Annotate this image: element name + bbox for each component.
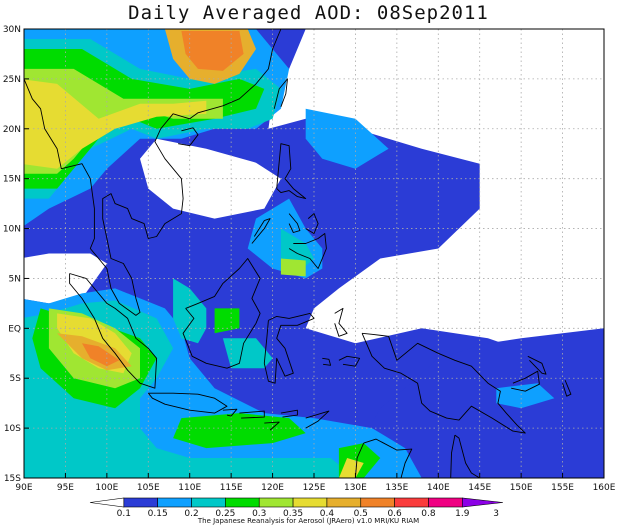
- colorbar-label: 0.4: [320, 509, 335, 519]
- colorbar-label: 0.35: [283, 509, 303, 519]
- lat-tick-label: 25N: [3, 75, 21, 85]
- credit-text: The Japanese Reanalysis for Aerosol (JRA…: [197, 517, 420, 525]
- coastline: [305, 213, 319, 234]
- colorbar-swatch: [258, 497, 294, 508]
- aod-contour-0.6: [181, 31, 244, 71]
- colorbar-swatch: [292, 497, 328, 508]
- colorbar-label: 0.5: [354, 509, 368, 519]
- colorbar-label: 0.8: [421, 509, 436, 519]
- coastline: [305, 410, 330, 429]
- coastline: [280, 409, 298, 418]
- aod-contour-0.3: [214, 308, 240, 334]
- lon-tick-label: 120E: [261, 483, 284, 493]
- lon-tick-label: 145E: [468, 483, 491, 493]
- coastline: [338, 355, 361, 367]
- lat-tick-label: 10N: [3, 225, 21, 235]
- coastline: [322, 357, 332, 366]
- colorbar-label: 0.25: [215, 509, 235, 519]
- aod-contour-0.25: [222, 338, 273, 369]
- lon-tick-label: 140E: [427, 483, 450, 493]
- aod-contour-0.1: [140, 138, 281, 219]
- aod-contour-fields: [24, 29, 604, 478]
- lon-tick-label: 100E: [95, 483, 118, 493]
- coastline: [334, 307, 348, 337]
- coastline: [288, 233, 327, 269]
- lon-tick-label: 110E: [178, 483, 201, 493]
- lon-tick-label: 90E: [15, 483, 32, 493]
- coastline: [288, 213, 301, 233]
- colorbar-label: 1.9: [455, 509, 470, 519]
- colorbar-label: 0.15: [148, 509, 168, 519]
- aod-contour-0.1: [268, 29, 604, 359]
- colorbar-swatch: [157, 497, 192, 508]
- colorbar-label: 0.3: [252, 509, 266, 519]
- colorbar-label: 0.2: [184, 509, 198, 519]
- lat-tick-label: 20N: [3, 125, 21, 135]
- lat-tick-label: 15N: [3, 175, 21, 185]
- coastline: [354, 438, 413, 478]
- colorbar-end-low: [89, 497, 125, 508]
- lat-tick-label: 5S: [10, 374, 22, 384]
- aod-contour-0.4: [338, 458, 364, 478]
- coastline: [562, 380, 572, 397]
- lat-tick-label: 30N: [3, 25, 21, 35]
- lon-tick-label: 160E: [593, 483, 616, 493]
- colorbar-end-high: [462, 497, 503, 508]
- colorbar-swatch: [191, 497, 226, 508]
- lon-tick-label: 95E: [57, 483, 74, 493]
- lat-tick-label: 15S: [4, 474, 21, 484]
- chart-title: Daily Averaged AOD: 08Sep2011: [128, 2, 489, 24]
- lat-tick-label: 10S: [4, 424, 21, 434]
- gridlines: [24, 29, 604, 478]
- coastline: [263, 312, 315, 384]
- colorbar-label: 0.6: [387, 509, 402, 519]
- coastline: [273, 78, 288, 109]
- colorbar-label: 0.1: [117, 509, 131, 519]
- coastline: [361, 332, 526, 434]
- colorbar-swatch: [326, 497, 362, 508]
- aod-contour-0.2: [305, 108, 389, 169]
- aod-contour-0.2: [496, 383, 555, 409]
- aod-contour-0.4: [24, 79, 207, 169]
- coastline: [69, 273, 158, 389]
- colorbar-swatch: [394, 497, 429, 508]
- colorbar-swatch: [225, 497, 260, 508]
- coastline: [450, 434, 481, 478]
- coastline: [24, 29, 282, 316]
- aod-contour-0.35: [280, 258, 306, 277]
- coastlines: [24, 29, 572, 478]
- lat-tick-label: EQ: [8, 324, 21, 334]
- lon-tick-label: 155E: [551, 483, 574, 493]
- colorbar-swatch: [123, 497, 158, 508]
- axis-ticks: 90E 95E 100E 105E 110E 115E 120E 125E 130E 135E 14…: [3, 25, 616, 493]
- coastline: [511, 370, 540, 392]
- coastline: [147, 392, 228, 414]
- colorbar-label: 3: [493, 509, 499, 519]
- colorbar-swatch: [428, 497, 463, 508]
- coastline: [182, 258, 261, 369]
- colorbar-swatch: [360, 497, 395, 508]
- coastline: [251, 218, 271, 244]
- lon-tick-label: 130E: [344, 483, 367, 493]
- lon-tick-label: 115E: [220, 483, 243, 493]
- lat-tick-label: 5N: [9, 274, 21, 284]
- coastline: [264, 421, 280, 431]
- aod-contour-0.25: [173, 278, 207, 344]
- lon-tick-label: 125E: [303, 483, 326, 493]
- lon-tick-label: 135E: [385, 483, 408, 493]
- coastline: [222, 408, 238, 417]
- coastline: [276, 143, 307, 200]
- aod-contour-0.15: [322, 328, 604, 478]
- coastline: [178, 127, 199, 147]
- lon-tick-label: 150E: [510, 483, 533, 493]
- coastline: [239, 410, 265, 419]
- coastline: [527, 355, 547, 375]
- aod-contour-0.6: [82, 343, 120, 367]
- lon-tick-label: 105E: [137, 483, 160, 493]
